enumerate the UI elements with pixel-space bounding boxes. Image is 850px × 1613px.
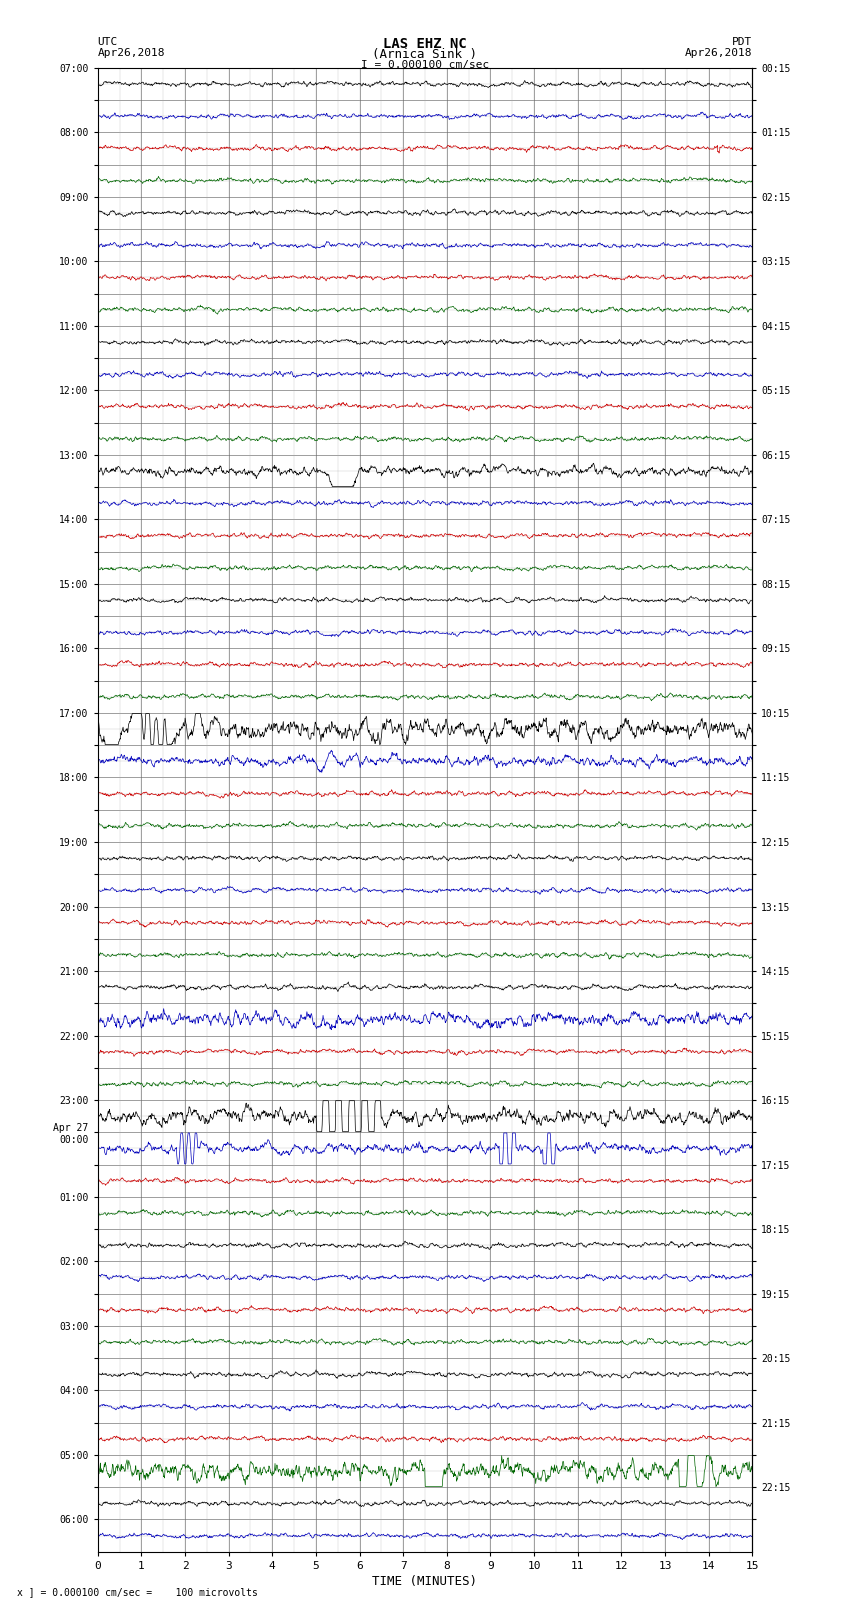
Text: PDT: PDT: [732, 37, 752, 47]
X-axis label: TIME (MINUTES): TIME (MINUTES): [372, 1574, 478, 1587]
Text: Apr26,2018: Apr26,2018: [685, 48, 752, 58]
Text: I = 0.000100 cm/sec: I = 0.000100 cm/sec: [361, 60, 489, 69]
Text: UTC: UTC: [98, 37, 118, 47]
Text: x ] = 0.000100 cm/sec =    100 microvolts: x ] = 0.000100 cm/sec = 100 microvolts: [17, 1587, 258, 1597]
Text: Apr26,2018: Apr26,2018: [98, 48, 165, 58]
Text: (Arnica Sink ): (Arnica Sink ): [372, 48, 478, 61]
Text: LAS EHZ NC: LAS EHZ NC: [383, 37, 467, 52]
